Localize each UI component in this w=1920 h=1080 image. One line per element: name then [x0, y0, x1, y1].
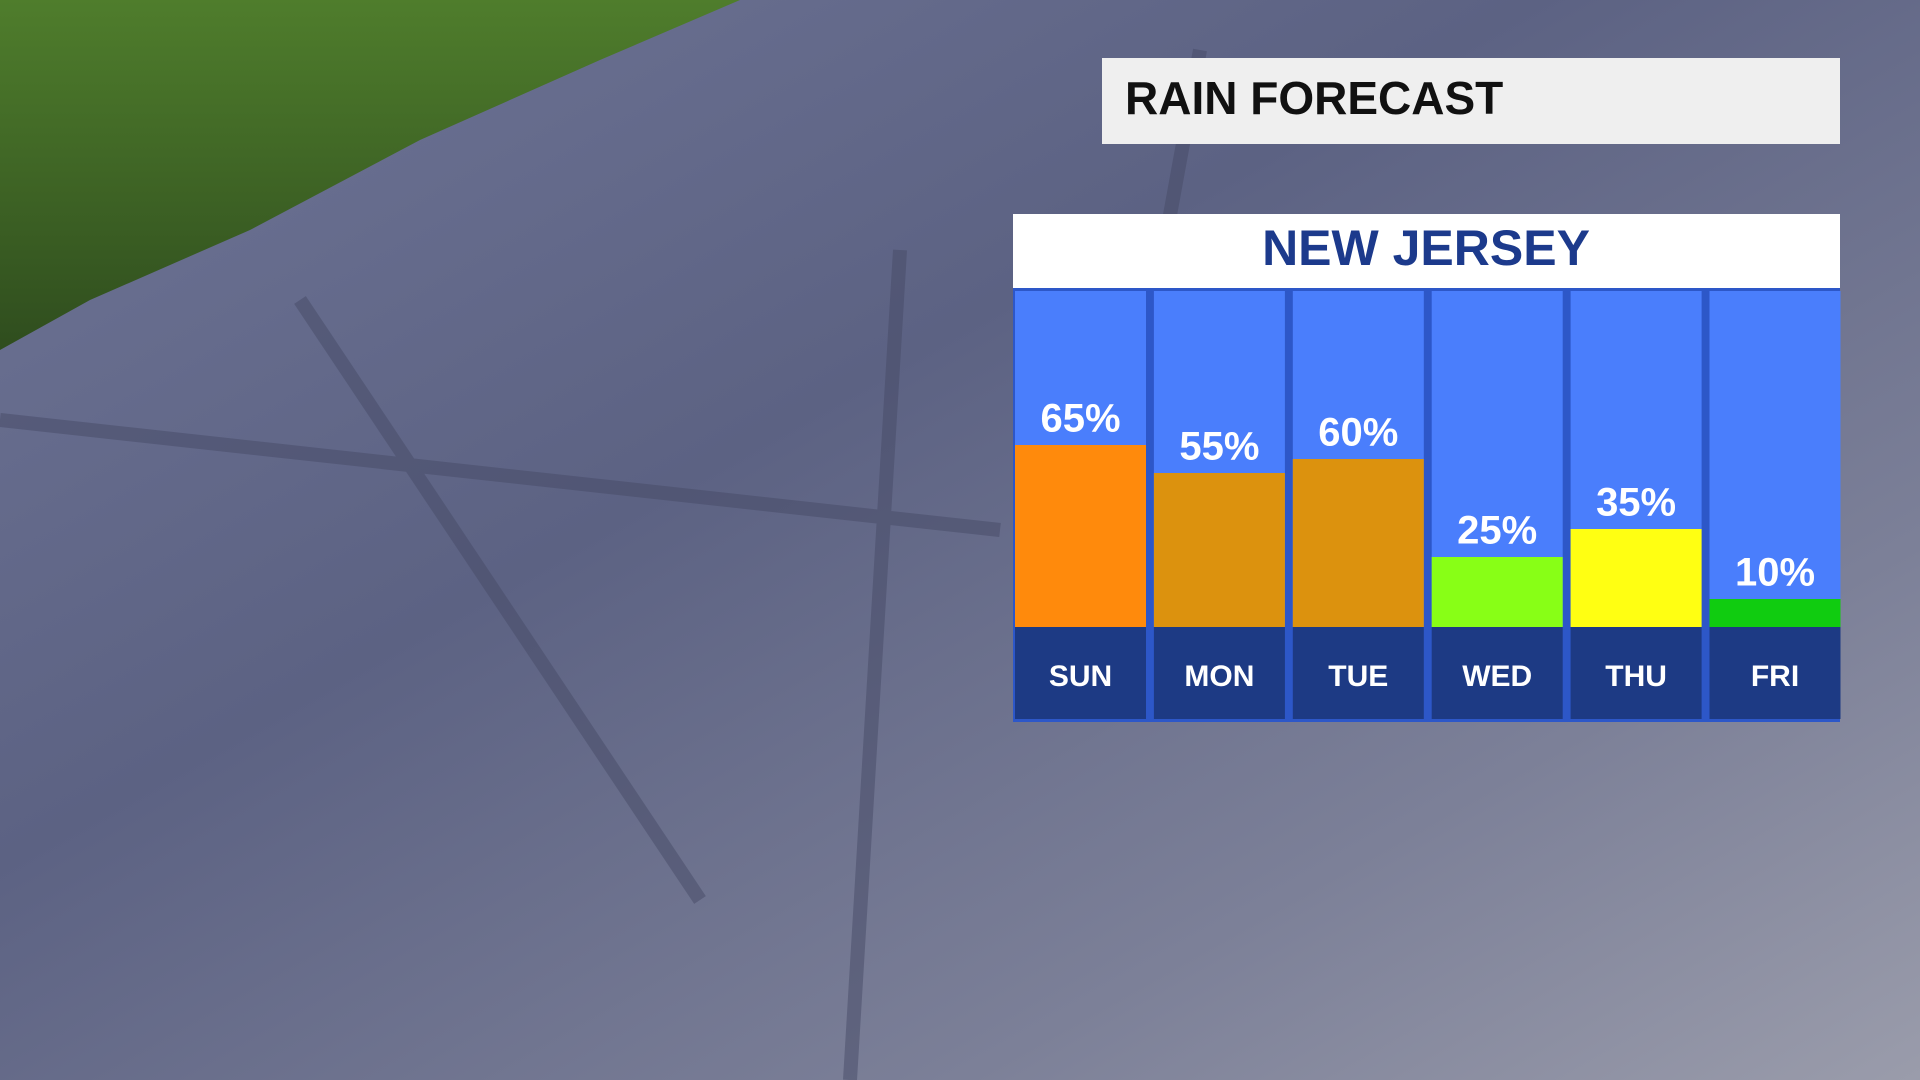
grass — [0, 0, 740, 350]
value-label: 65% — [1040, 397, 1120, 441]
day-box — [1292, 627, 1424, 719]
value-label: 25% — [1457, 509, 1537, 553]
day-box — [1015, 627, 1146, 719]
reflection — [0, 48, 1207, 1080]
day-box — [1709, 627, 1841, 719]
bar — [1570, 529, 1702, 627]
x-tick-label: WED — [1462, 660, 1532, 693]
day-box — [1570, 627, 1702, 719]
x-tick-label: MON — [1184, 660, 1254, 693]
bar — [1153, 473, 1285, 627]
bar — [1709, 599, 1841, 627]
x-tick-label: TUE — [1328, 660, 1388, 693]
subtitle-box — [1013, 214, 1840, 288]
day-box — [1431, 627, 1563, 719]
x-tick-label: THU — [1605, 660, 1667, 693]
panel — [1013, 214, 1840, 722]
chart-title: RAIN FORECAST — [1125, 72, 1503, 124]
bar — [1292, 459, 1424, 627]
column — [1709, 291, 1841, 627]
x-tick-label: SUN — [1049, 660, 1112, 693]
value-label: 60% — [1318, 411, 1398, 455]
bar — [1431, 557, 1563, 627]
chart-subtitle: NEW JERSEY — [1262, 220, 1590, 276]
bar — [1015, 445, 1146, 627]
day-box — [1153, 627, 1285, 719]
value-label: 10% — [1735, 551, 1815, 595]
value-label: 55% — [1179, 425, 1259, 469]
value-label: 35% — [1596, 481, 1676, 525]
x-tick-label: FRI — [1751, 660, 1799, 693]
title-box — [1102, 58, 1840, 144]
